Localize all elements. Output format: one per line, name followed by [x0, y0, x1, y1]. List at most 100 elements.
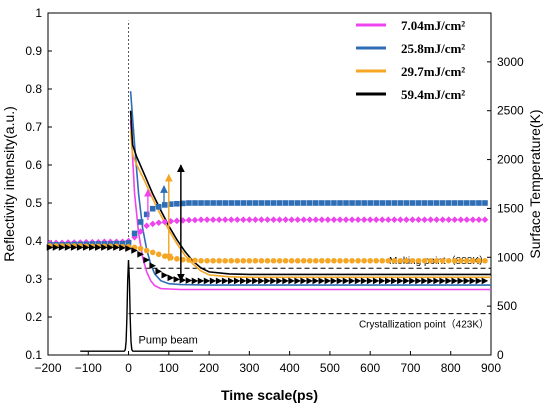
y2-tick-label: 500	[497, 299, 517, 313]
reflectivity-marker	[258, 216, 265, 224]
reflectivity-marker	[258, 200, 265, 206]
y-tick-label: 0.4	[25, 234, 42, 248]
reflectivity-marker	[161, 202, 168, 208]
reflectivity-marker	[143, 247, 150, 254]
reflectivity-marker	[186, 200, 192, 206]
reflectivity-marker	[233, 216, 241, 224]
reflectivity-marker	[113, 244, 120, 251]
reflectivity-marker	[204, 200, 210, 206]
reflectivity-marker	[198, 257, 204, 264]
reflectivity-marker	[451, 277, 459, 285]
reflectivity-marker	[240, 277, 247, 285]
reflectivity-marker	[191, 216, 199, 224]
reflectivity-marker	[439, 257, 446, 264]
reflectivity-marker	[469, 216, 477, 224]
reflectivity-marker	[46, 244, 54, 251]
reflectivity-marker	[397, 200, 404, 206]
reflectivity-marker	[397, 216, 404, 224]
reflectivity-marker	[361, 200, 367, 206]
reflectivity-marker	[191, 277, 199, 285]
y2-tick-label: 2500	[497, 104, 524, 118]
reflectivity-marker	[433, 200, 440, 206]
reflectivity-marker	[457, 257, 464, 264]
reflectivity-marker	[282, 216, 289, 224]
reflectivity-marker	[354, 277, 362, 285]
reflectivity-marker	[409, 277, 416, 285]
y-tick-label: 0.8	[25, 82, 42, 96]
reflectivity-marker	[421, 200, 428, 206]
x-tick-label: 600	[360, 361, 380, 375]
y-tick-label: 0.5	[25, 196, 42, 210]
reflectivity-marker	[137, 251, 144, 258]
reflectivity-marker	[415, 216, 422, 224]
y-tick-label: 0.9	[25, 44, 42, 58]
reflectivity-marker	[318, 216, 326, 224]
reflectivity-marker	[366, 216, 374, 224]
plot-frame	[47, 12, 492, 356]
reflectivity-marker	[233, 277, 241, 285]
reflectivity-marker	[343, 200, 349, 206]
x-tick-label: 300	[239, 361, 259, 375]
reflectivity-marker	[421, 277, 428, 285]
reflectivity-marker	[288, 257, 295, 264]
y-tick-label: 1	[35, 6, 42, 20]
x-tick-label: 400	[280, 361, 300, 375]
legend-label: 59.4mJ/cm²	[401, 87, 465, 102]
reflectivity-marker	[252, 277, 259, 285]
reflectivity-marker	[385, 200, 392, 206]
reflectivity-marker	[174, 200, 180, 207]
reflectivity-marker	[300, 200, 307, 206]
reflectivity-marker	[143, 211, 150, 218]
reflectivity-marker	[252, 216, 259, 224]
y-tick-label: 0.3	[25, 272, 42, 286]
reflectivity-marker	[463, 216, 471, 224]
reflectivity-marker	[427, 216, 434, 224]
reflectivity-marker	[192, 257, 198, 264]
reflectivity-marker	[348, 277, 356, 285]
reflectivity-marker	[397, 277, 404, 285]
reflectivity-marker	[143, 256, 150, 264]
x-tick-label: 800	[441, 361, 461, 375]
x-tick-label: 100	[159, 361, 179, 375]
reflectivity-marker	[203, 216, 211, 224]
reflectivity-marker	[415, 200, 422, 206]
reflectivity-marker	[469, 277, 477, 285]
reflectivity-marker	[306, 216, 314, 224]
reflectivity-marker	[360, 216, 368, 224]
reflectivity-marker	[161, 271, 169, 279]
reflectivity-marker	[282, 257, 289, 264]
reflectivity-marker	[391, 257, 398, 264]
reflectivity-marker	[168, 201, 174, 207]
reflectivity-marker	[464, 257, 470, 264]
reflectivity-marker	[348, 216, 356, 224]
reflectivity-marker	[445, 200, 452, 206]
reflectivity-marker	[276, 257, 283, 264]
reflectivity-marker	[197, 277, 205, 285]
reflectivity-marker	[325, 200, 331, 206]
y2-tick-label: 2000	[497, 153, 524, 167]
reflectivity-marker	[336, 277, 344, 285]
reflectivity-marker	[367, 257, 373, 264]
reflectivity-marker	[155, 251, 162, 258]
reflectivity-marker	[161, 253, 168, 259]
reflectivity-marker	[270, 216, 277, 224]
reflectivity-marker	[385, 257, 392, 264]
reflectivity-marker	[215, 216, 223, 224]
reflectivity-marker	[282, 277, 289, 285]
y2-tick-label: 3000	[497, 55, 524, 69]
reflectivity-marker	[470, 200, 476, 206]
reflectivity-marker	[378, 277, 386, 285]
reflectivity-marker	[415, 257, 422, 264]
reflectivity-marker	[457, 216, 465, 224]
reflectivity-marker	[379, 257, 386, 264]
reflectivity-marker	[258, 257, 265, 264]
reflectivity-marker	[173, 217, 181, 225]
reflectivity-marker	[313, 200, 319, 206]
reflectivity-marker	[355, 257, 361, 264]
reflectivity-marker	[222, 200, 228, 206]
reflectivity-marker	[228, 200, 235, 206]
reflectivity-marker	[125, 240, 132, 246]
reflectivity-marker	[427, 200, 434, 206]
reflectivity-marker	[385, 277, 392, 285]
reflectivity-marker	[149, 205, 156, 212]
